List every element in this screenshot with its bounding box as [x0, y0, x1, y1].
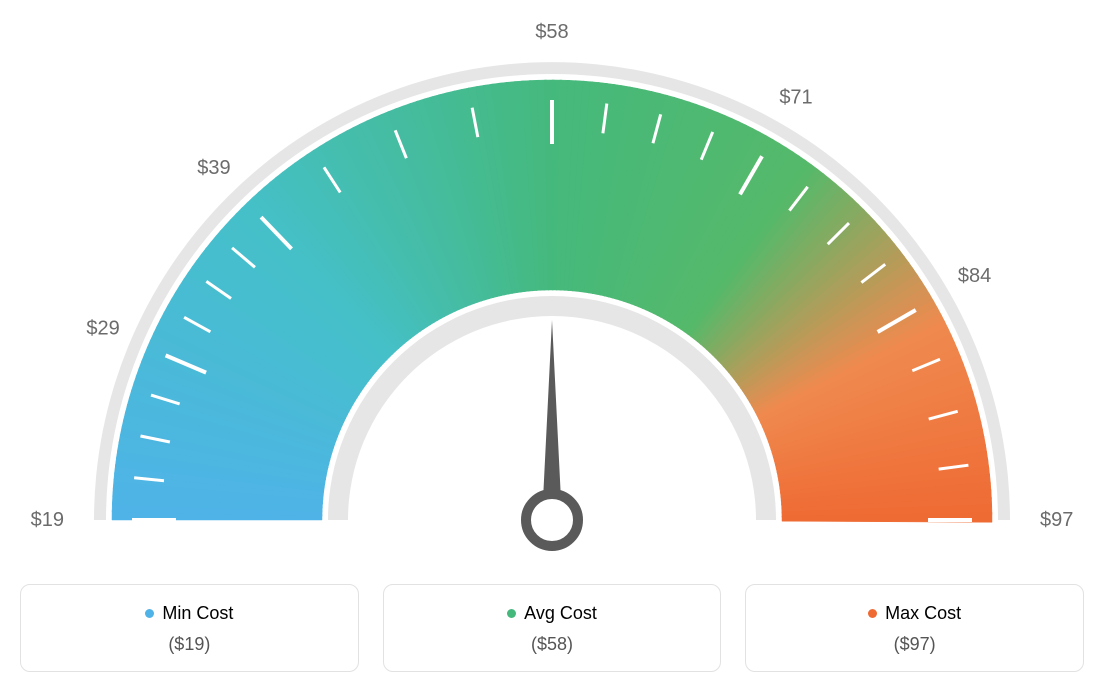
legend-label-avg: Avg Cost: [524, 603, 597, 624]
legend-dot-min: [145, 609, 154, 618]
legend-value-avg: ($58): [394, 634, 711, 655]
legend-value-max: ($97): [756, 634, 1073, 655]
legend-value-min: ($19): [31, 634, 348, 655]
legend-row: Min Cost ($19) Avg Cost ($58) Max Cost (…: [20, 584, 1084, 672]
legend-dot-avg: [507, 609, 516, 618]
gauge-svg: $19 $29 $39 $58 $71 $84 $97: [20, 20, 1084, 560]
legend-label-max: Max Cost: [885, 603, 961, 624]
legend-title-min: Min Cost: [145, 603, 233, 624]
legend-label-min: Min Cost: [162, 603, 233, 624]
gauge-chart: $19 $29 $39 $58 $71 $84 $97: [20, 20, 1084, 560]
legend-title-avg: Avg Cost: [507, 603, 597, 624]
gauge-tick-label: $19: [31, 509, 64, 531]
gauge-needle-base: [526, 494, 578, 546]
gauge-tick-label: $97: [1040, 509, 1073, 531]
legend-dot-max: [868, 609, 877, 618]
gauge-tick-label: $29: [86, 318, 119, 340]
gauge-tick-label: $71: [779, 86, 812, 108]
gauge-tick-label: $84: [958, 265, 991, 287]
legend-card-max: Max Cost ($97): [745, 584, 1084, 672]
legend-card-min: Min Cost ($19): [20, 584, 359, 672]
legend-card-avg: Avg Cost ($58): [383, 584, 722, 672]
gauge-tick-label: $58: [535, 21, 568, 43]
gauge-tick-label: $39: [197, 157, 230, 179]
legend-title-max: Max Cost: [868, 603, 961, 624]
